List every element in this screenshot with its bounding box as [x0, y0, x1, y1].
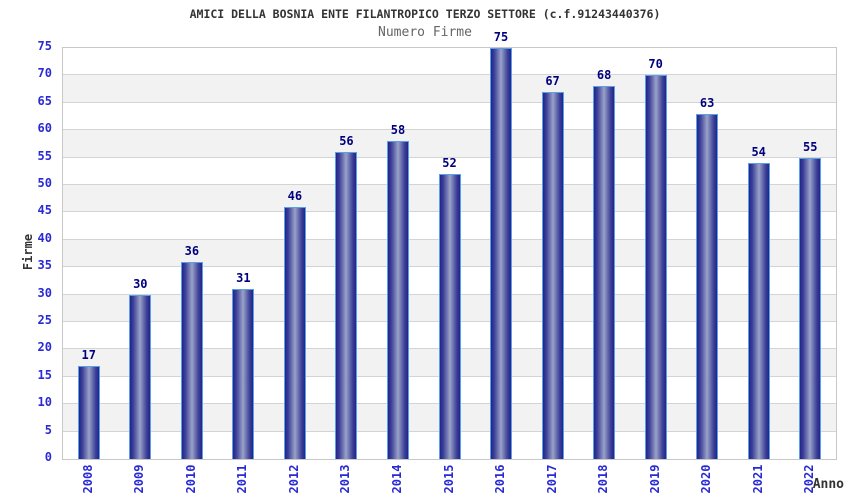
- gridline: [63, 129, 836, 131]
- y-tick-label: 20: [37, 340, 52, 355]
- y-tick-label: 50: [37, 176, 52, 190]
- x-tick-label: 2014: [389, 464, 404, 494]
- bar: [386, 141, 409, 459]
- bar: [232, 289, 255, 459]
- y-tick-label: 10: [37, 395, 52, 410]
- bar-value-label: 52: [442, 156, 457, 171]
- bar: [490, 48, 513, 459]
- grid-band: [63, 130, 836, 158]
- y-tick-label: 0: [44, 450, 52, 464]
- x-tick-label: 2016: [493, 464, 508, 494]
- chart-title: AMICI DELLA BOSNIA ENTE FILANTROPICO TER…: [189, 7, 661, 21]
- bar-value-label: 46: [287, 188, 303, 203]
- x-tick-label: 2021: [750, 464, 765, 494]
- bar: [335, 152, 358, 459]
- bar: [283, 206, 306, 459]
- y-tick-label: 30: [37, 285, 52, 300]
- y-tick-label: 15: [37, 367, 52, 382]
- plot-area: 17 30 36 31 46 56 58 52 75 67 68 70 63 54 55: [62, 30, 837, 460]
- bar-value-label: 54: [751, 145, 766, 160]
- chart-subtitle: Numero Firme: [378, 25, 472, 40]
- x-tick-label: 2009: [132, 464, 147, 494]
- gridline: [63, 74, 836, 76]
- bar-value-label: 17: [81, 347, 96, 362]
- y-tick-label: 35: [37, 258, 52, 273]
- x-tick-label: 2018: [596, 464, 611, 494]
- y-tick-label: 70: [37, 66, 52, 81]
- bar: [77, 365, 100, 459]
- y-tick-label: 40: [37, 230, 52, 245]
- x-tick-label: 2008: [80, 464, 95, 494]
- bar: [438, 174, 461, 459]
- x-tick-label: 2011: [235, 464, 250, 494]
- bar-value-label: 30: [133, 276, 148, 291]
- bar-value-label: 56: [339, 134, 354, 149]
- bar: [644, 75, 667, 459]
- bar: [747, 163, 770, 459]
- y-tick-label: 5: [44, 422, 52, 437]
- x-tick-label: 2015: [441, 464, 456, 494]
- bar-value-label: 67: [545, 73, 560, 88]
- y-tick-label: 75: [37, 39, 52, 53]
- y-tick-label: 60: [37, 121, 52, 136]
- x-tick-label: 2017: [544, 464, 559, 494]
- grid-band: [63, 75, 836, 103]
- gridline: [63, 156, 836, 158]
- bar-value-label: 36: [184, 243, 200, 258]
- x-tick-label: 2010: [183, 464, 198, 494]
- bar: [593, 86, 616, 459]
- bar: [129, 294, 152, 459]
- bar-value-label: 63: [699, 95, 715, 110]
- x-tick-label: 2019: [647, 464, 662, 494]
- y-tick-label: 45: [37, 203, 52, 218]
- bar: [180, 261, 203, 459]
- bar-value-label: 31: [236, 271, 251, 286]
- bar: [541, 91, 564, 459]
- bar-value-label: 75: [493, 30, 509, 44]
- bar-value-label: 55: [802, 139, 818, 154]
- y-tick-label: 55: [37, 148, 52, 163]
- bar-value-label: 68: [596, 68, 612, 83]
- x-axis-label: Anno: [812, 477, 844, 492]
- bar-value-label: 70: [648, 57, 663, 72]
- y-tick-label: 25: [37, 313, 52, 327]
- bar-value-label: 58: [390, 123, 406, 138]
- gridline: [63, 101, 836, 103]
- bar: [696, 113, 719, 459]
- x-tick-label: 2012: [286, 464, 301, 494]
- bar: [799, 157, 822, 459]
- x-tick-label: 2020: [699, 464, 714, 494]
- y-tick-label: 65: [37, 93, 52, 108]
- x-tick-label: 2013: [338, 464, 353, 494]
